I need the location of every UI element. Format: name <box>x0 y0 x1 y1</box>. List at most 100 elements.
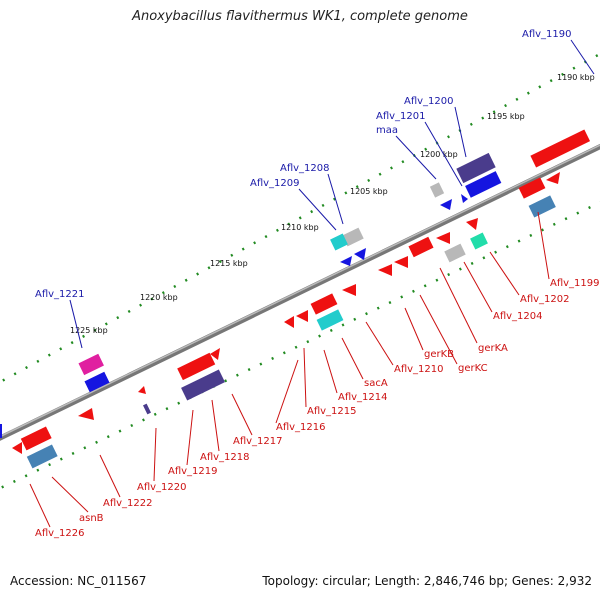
label-maa[interactable]: maa <box>376 125 398 136</box>
label-aflv-1219[interactable]: Aflv_1219 <box>168 466 218 477</box>
label-aflv-1202[interactable]: Aflv_1202 <box>520 294 570 305</box>
gene-aflv-1215[interactable] <box>296 310 308 322</box>
label-aflv-1208[interactable]: Aflv_1208 <box>280 163 330 174</box>
leader-aflv-1200 <box>454 106 467 158</box>
gene-aflv-1220-small[interactable] <box>143 403 151 415</box>
gene-aflv-1202-steel[interactable] <box>528 195 556 218</box>
label-aflv-1200[interactable]: Aflv_1200 <box>404 96 454 107</box>
gene-aflv-1204[interactable] <box>466 218 478 230</box>
leader-aflv-1190 <box>570 39 595 75</box>
map-title: Anoxybacillus flavithermus WK1, complete… <box>132 9 468 24</box>
label-aflv-1222[interactable]: Aflv_1222 <box>103 498 153 509</box>
label-aflv-1190[interactable]: Aflv_1190 <box>522 29 572 40</box>
label-aflv-1216[interactable]: Aflv_1216 <box>276 422 326 433</box>
bottom-labels: Aflv_1199 Aflv_1202 Aflv_1204 gerKA gerK… <box>29 211 600 539</box>
label-aflv-1226[interactable]: Aflv_1226 <box>35 528 85 539</box>
scale-label-1210: 1210 kbp <box>281 223 319 232</box>
leader-aflv-1219 <box>186 409 194 466</box>
gene-aflv-1219[interactable] <box>210 348 220 360</box>
label-asnb[interactable]: asnB <box>79 513 104 524</box>
leader-aflv-1214 <box>323 349 338 394</box>
scale-label-1220: 1220 kbp <box>140 293 178 302</box>
gene-aflv-1226[interactable] <box>26 444 58 469</box>
label-aflv-1199[interactable]: Aflv_1199 <box>550 278 600 289</box>
bottom-track-genes <box>0 129 591 469</box>
label-gerkc[interactable]: gerKC <box>458 363 488 374</box>
gene-aflv-1204-green[interactable] <box>470 232 488 250</box>
leader-aflv-1208 <box>327 173 344 225</box>
gene-maa-arrow[interactable] <box>440 199 452 210</box>
gene-aflv-1209b[interactable] <box>354 248 366 260</box>
gene-saca[interactable] <box>342 284 356 296</box>
leader-aflv-1220 <box>153 427 157 482</box>
gene-aflv-1217[interactable] <box>177 352 216 381</box>
leader-aflv-1199 <box>537 211 550 280</box>
gene-aflv-1214[interactable] <box>310 293 338 315</box>
gene-aflv-1221b[interactable] <box>84 371 110 393</box>
gene-aflv-1200[interactable] <box>456 152 496 184</box>
leader-aflv-1204 <box>463 261 493 313</box>
label-aflv-1209[interactable]: Aflv_1209 <box>250 178 300 189</box>
scale-label-1215: 1215 kbp <box>210 259 248 268</box>
gene-gerkc[interactable] <box>394 256 408 268</box>
gene-edge-blue[interactable] <box>0 424 2 438</box>
gene-aflv-1222[interactable] <box>78 408 94 420</box>
gene-aflv-1199-red[interactable] <box>530 129 591 168</box>
leader-aflv-1218 <box>211 399 220 452</box>
top-labels: Aflv_1190 Aflv_1200 Aflv_1201 maa Aflv_1… <box>35 29 595 349</box>
label-aflv-1210[interactable]: Aflv_1210 <box>394 364 444 375</box>
gene-aflv-1208-cyan[interactable] <box>330 233 348 251</box>
gene-asnb-arrow[interactable] <box>12 442 22 454</box>
label-aflv-1220[interactable]: Aflv_1220 <box>137 482 187 493</box>
leader-aflv-1222 <box>99 454 121 498</box>
gene-aflv-1209[interactable] <box>340 256 352 266</box>
gene-maa-grey[interactable] <box>429 182 445 198</box>
label-aflv-1217[interactable]: Aflv_1217 <box>233 436 283 447</box>
top-track-genes <box>78 152 502 393</box>
backbone-highlight <box>0 144 600 438</box>
scale-labels: 1190 kbp 1195 kbp 1200 kbp 1205 kbp 1210… <box>70 73 595 335</box>
gene-aflv-1208[interactable] <box>342 227 364 247</box>
label-gerkb[interactable]: gerKB <box>424 349 454 360</box>
leader-aflv-1216 <box>275 359 299 424</box>
gene-aflv-1214-cyan[interactable] <box>316 309 344 331</box>
leader-aflv-1210 <box>365 321 394 366</box>
topology-text: Topology: circular; Length: 2,846,746 bp… <box>262 574 592 588</box>
leader-aflv-1209 <box>298 188 337 231</box>
scale-label-1225: 1225 kbp <box>70 326 108 335</box>
label-aflv-1204[interactable]: Aflv_1204 <box>493 311 543 322</box>
gene-small-blue[interactable] <box>461 194 468 203</box>
gene-aflv-1220[interactable] <box>138 386 146 394</box>
scale-label-1200: 1200 kbp <box>420 150 458 159</box>
gene-aflv-1210[interactable] <box>378 264 392 276</box>
leader-aflv-1221 <box>69 299 83 349</box>
gene-aflv-1218[interactable] <box>181 369 225 401</box>
gene-gerka-grey[interactable] <box>444 243 466 263</box>
gene-aflv-1221[interactable] <box>78 353 104 376</box>
label-aflv-1215[interactable]: Aflv_1215 <box>307 406 357 417</box>
label-saca[interactable]: sacA <box>364 378 388 389</box>
gene-gerka[interactable] <box>408 236 434 258</box>
label-gerka[interactable]: gerKA <box>478 343 508 354</box>
gene-aflv-1202b[interactable] <box>546 172 560 184</box>
label-aflv-1221[interactable]: Aflv_1221 <box>35 289 85 300</box>
label-aflv-1218[interactable]: Aflv_1218 <box>200 452 250 463</box>
gene-asnb[interactable] <box>20 426 52 451</box>
backbone-line <box>0 143 600 441</box>
leader-aflv-1201 <box>424 121 463 187</box>
gene-aflv-1201[interactable] <box>465 171 502 198</box>
gene-aflv-1216[interactable] <box>284 316 294 328</box>
scale-label-1190: 1190 kbp <box>557 73 595 82</box>
leader-aflv-1217 <box>231 393 253 436</box>
leader-saca <box>341 337 364 380</box>
label-aflv-1214[interactable]: Aflv_1214 <box>338 392 388 403</box>
gene-aflv-1202[interactable] <box>518 177 546 199</box>
scale-label-1205: 1205 kbp <box>350 187 388 196</box>
leader-maa <box>395 135 437 180</box>
leader-gerkc <box>419 294 458 365</box>
accession-text: Accession: NC_011567 <box>10 574 147 588</box>
genome-backbone <box>0 143 600 441</box>
label-aflv-1201[interactable]: Aflv_1201 <box>376 111 426 122</box>
gene-gerkb[interactable] <box>436 232 450 244</box>
